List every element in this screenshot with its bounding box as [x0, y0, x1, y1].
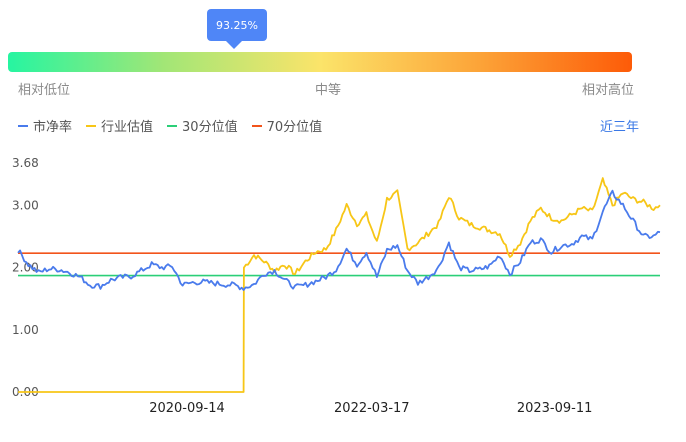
x-tick-label-1: 2022-03-17: [334, 401, 410, 416]
legend-item-industry[interactable]: 行业估值: [86, 116, 153, 135]
series-line-0: [17, 189, 661, 291]
legend-swatch-pb: [18, 124, 28, 127]
legend-swatch-p70: [251, 124, 262, 127]
legend-label-p70: 70分位值: [266, 120, 323, 135]
legend-item-pb[interactable]: 市净率: [18, 116, 72, 135]
scale-mid-label: 中等: [315, 83, 342, 98]
legend-item-p70[interactable]: 70分位值: [251, 116, 323, 135]
percentile-gradient-bar: [8, 52, 632, 72]
y-tick-label-2: 2.00: [12, 261, 39, 275]
legend-label-p30: 30分位值: [182, 120, 238, 135]
y-tick-label-3: 3.00: [12, 198, 39, 212]
legend-item-p30[interactable]: 30分位值: [167, 116, 238, 135]
percentile-label: 93.25%: [216, 18, 258, 32]
range-select-button[interactable]: 近三年: [600, 120, 640, 135]
scale-low-label: 相对低位: [18, 83, 71, 98]
legend-label-pb: 市净率: [33, 120, 73, 135]
x-tick-label-0: 2020-09-14: [149, 401, 225, 416]
tooltip-arrow: [226, 41, 242, 49]
legend-label-industry: 行业估值: [101, 120, 154, 135]
y-tick-label-1: 1.00: [12, 323, 39, 337]
x-tick-label-2: 2023-09-11: [517, 401, 593, 416]
series-line-1: [18, 177, 661, 393]
percentile-tooltip: 93.25%: [207, 9, 267, 41]
scale-high-label: 相对高位: [582, 83, 635, 98]
legend-swatch-industry: [86, 124, 97, 127]
legend-swatch-p30: [167, 124, 178, 127]
y-tick-label-4: 3.68: [12, 156, 39, 170]
chart-legend: 市净率 行业估值 30分位值 70分位值: [18, 116, 336, 135]
